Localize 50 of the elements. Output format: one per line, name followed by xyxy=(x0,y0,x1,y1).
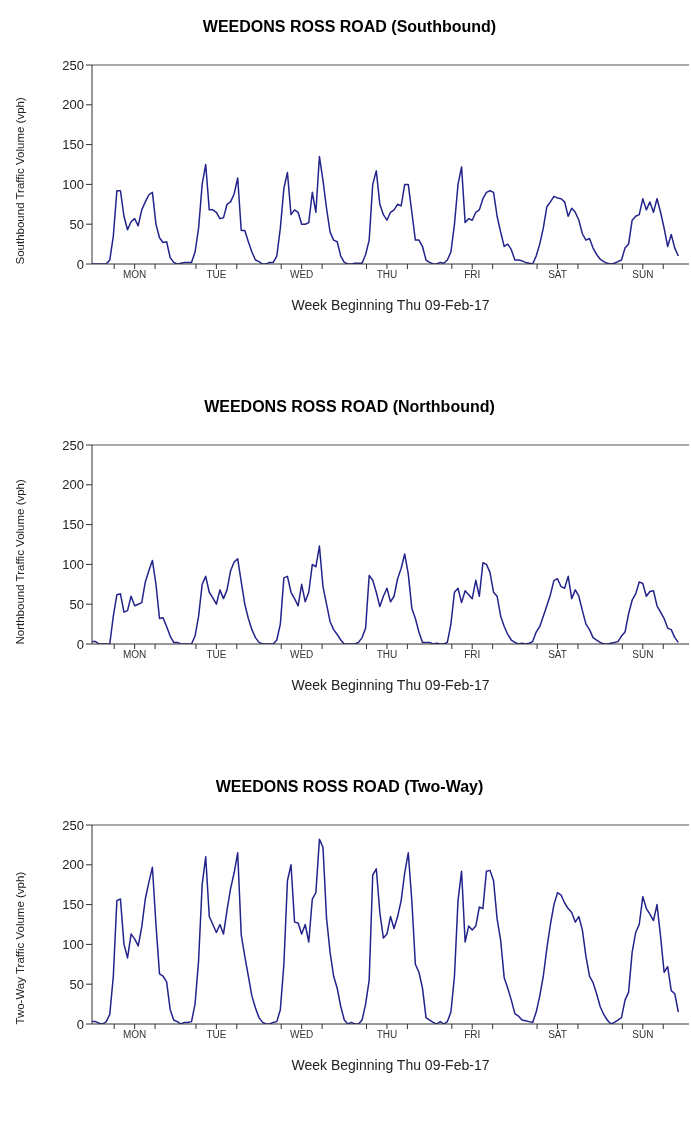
y-tick-label: 250 xyxy=(62,437,84,453)
x-tick-label: WED xyxy=(289,1029,314,1041)
y-tick-label: 0 xyxy=(76,636,84,652)
x-tick-label: TUE xyxy=(206,269,227,281)
x-tick-label: WED xyxy=(289,649,314,661)
x-axis-title: Week Beginning Thu 09-Feb-17 xyxy=(291,677,490,693)
y-tick-label: 250 xyxy=(62,817,84,833)
x-tick-label: TUE xyxy=(206,1029,227,1041)
x-axis-title: Week Beginning Thu 09-Feb-17 xyxy=(291,297,490,313)
y-tick-label: 150 xyxy=(62,137,84,153)
x-tick-label: MON xyxy=(122,269,147,281)
y-tick-label: 100 xyxy=(62,177,84,193)
y-tick-label: 50 xyxy=(69,216,84,232)
line-series xyxy=(92,838,680,1024)
x-tick-label: FRI xyxy=(464,1029,481,1041)
y-tick-label: 200 xyxy=(62,477,84,493)
x-tick-label: SAT xyxy=(548,269,567,281)
x-tick-label: SUN xyxy=(632,649,654,661)
y-tick-label: 100 xyxy=(62,557,84,573)
x-tick-label: FRI xyxy=(464,649,481,661)
chart-title: WEEDONS ROSS ROAD (Two-Way) xyxy=(214,777,485,797)
y-tick-label: 0 xyxy=(76,1016,84,1032)
x-tick-label: WED xyxy=(289,269,314,281)
y-axis-title: Southbound Traffic Volume (vph) xyxy=(14,97,27,265)
y-tick-label: 50 xyxy=(69,596,84,612)
x-tick-label: THU xyxy=(376,649,398,661)
chart-title: WEEDONS ROSS ROAD (Northbound) xyxy=(203,397,496,417)
x-tick-label: MON xyxy=(122,649,147,661)
y-axis-title: Two-Way Traffic Volume (vph) xyxy=(14,871,27,1025)
x-tick-label: MON xyxy=(122,1029,147,1041)
y-axis-title: Northbound Traffic Volume (vph) xyxy=(14,478,27,645)
chart-title: WEEDONS ROSS ROAD (Southbound) xyxy=(201,17,498,37)
x-tick-label: TUE xyxy=(206,649,227,661)
y-tick-label: 250 xyxy=(62,57,84,73)
y-tick-label: 50 xyxy=(69,976,84,992)
y-tick-label: 200 xyxy=(62,857,84,873)
y-tick-label: 0 xyxy=(76,256,84,272)
y-tick-label: 100 xyxy=(62,937,84,953)
y-tick-label: 150 xyxy=(62,517,84,533)
x-tick-label: FRI xyxy=(464,269,481,281)
line-series xyxy=(92,545,680,644)
x-tick-label: SUN xyxy=(632,269,654,281)
x-tick-label: SAT xyxy=(548,1029,567,1041)
y-tick-label: 200 xyxy=(62,97,84,113)
x-tick-label: SAT xyxy=(548,649,567,661)
x-tick-label: THU xyxy=(376,1029,398,1041)
x-tick-label: SUN xyxy=(632,1029,654,1041)
y-tick-label: 150 xyxy=(62,897,84,913)
x-tick-label: THU xyxy=(376,269,398,281)
x-axis-title: Week Beginning Thu 09-Feb-17 xyxy=(291,1057,490,1073)
